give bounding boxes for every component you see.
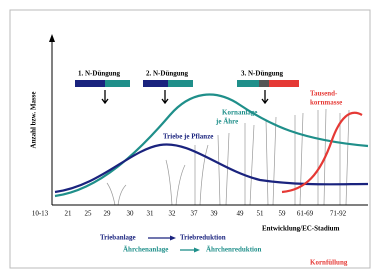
phase-label: Triebreduktion: [180, 234, 226, 242]
x-tick-label: 30: [127, 210, 135, 218]
x-axis-label: Entwicklung/EC-Stadium: [262, 225, 340, 233]
y-axis-label: Anzahl bzw. Masse: [30, 92, 38, 149]
phase-label: Ährchenreduktion: [206, 246, 261, 254]
x-tick-label: 61-69: [297, 210, 314, 218]
x-tick-label: 71-92: [330, 210, 347, 218]
fertilization-label: 3. N-Düngung: [241, 70, 284, 78]
x-tick-label: 25: [85, 210, 93, 218]
x-tick-label: 39: [211, 210, 219, 218]
curve-label: kornmasse: [310, 99, 342, 107]
x-tick-label: 29: [104, 210, 112, 218]
curve-label: Kornanlage: [222, 109, 257, 117]
diagram: Anzahl bzw. Masse Entwicklung/EC-Stadium…: [0, 0, 381, 276]
phase-label: Kornfüllung: [310, 259, 348, 267]
curve-label: Tausend-: [310, 90, 338, 98]
fertilization-label: 1. N-Düngung: [78, 70, 121, 78]
x-tick-label: 32: [169, 210, 177, 218]
curve-label: Triebe je Pflanze: [163, 133, 213, 141]
x-tick-label: 37: [191, 210, 199, 218]
x-tick-label: 51: [257, 210, 265, 218]
phase-label: Ährchenanlage: [123, 246, 168, 254]
x-tick-label: 59: [279, 210, 287, 218]
x-tick-label: 49: [237, 210, 245, 218]
curve-label: je Ähre: [215, 118, 238, 126]
x-tick-label: 21: [65, 210, 73, 218]
phase-label: Triebanlage: [100, 234, 136, 242]
x-tick-label: 31: [147, 210, 155, 218]
x-tick-label: 10-13: [32, 210, 49, 218]
fertilization-label: 2. N-Düngung: [146, 70, 189, 78]
